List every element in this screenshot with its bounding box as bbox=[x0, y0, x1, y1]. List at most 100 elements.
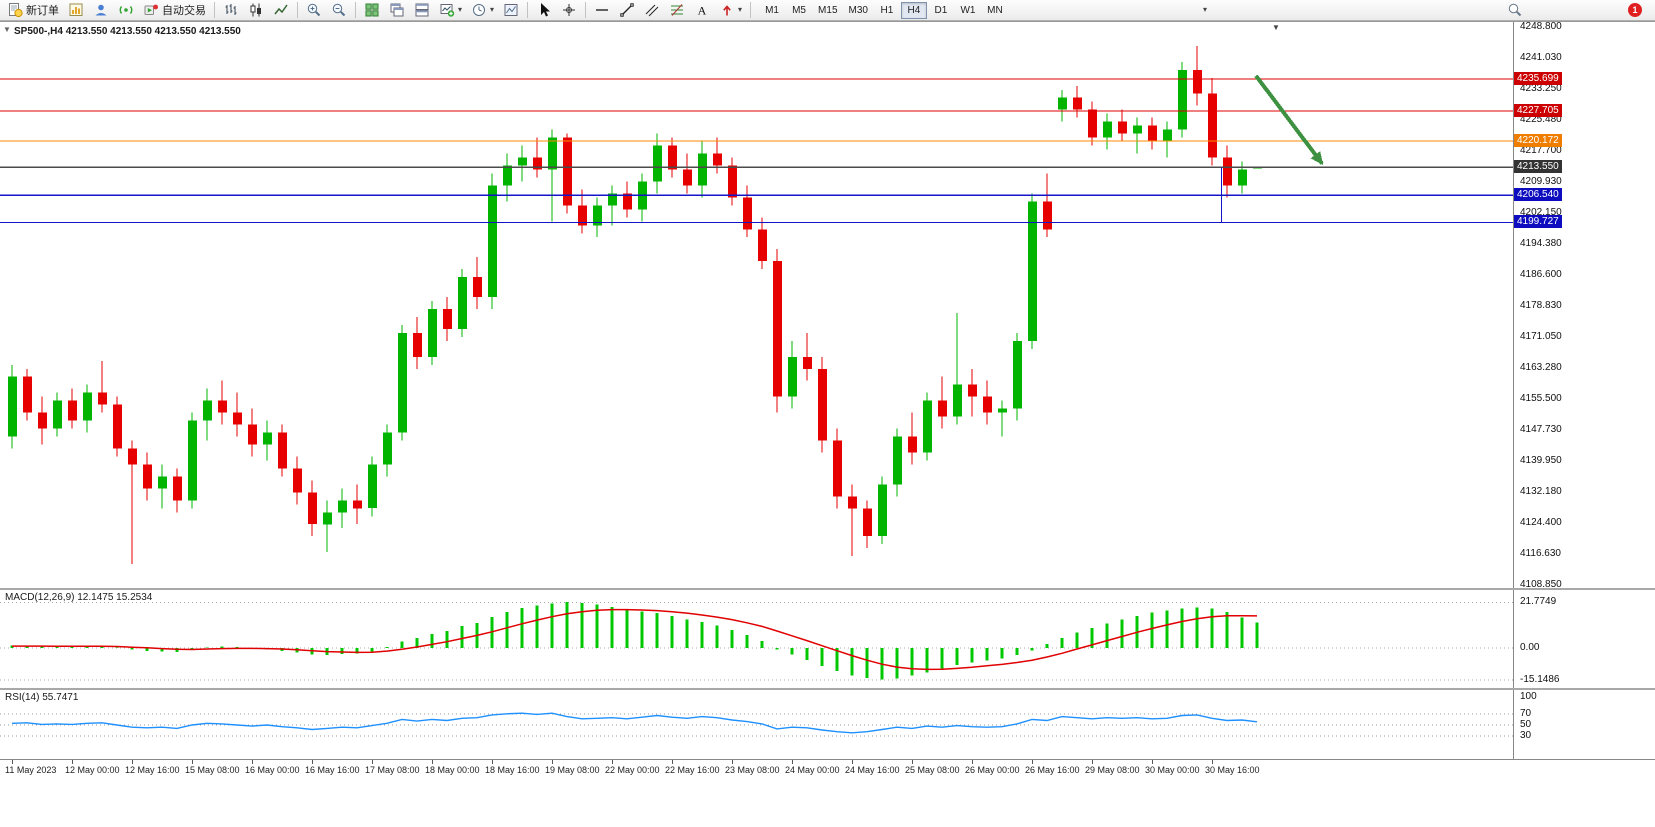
notification-badge[interactable]: 1 bbox=[1628, 3, 1642, 17]
market-watch-button[interactable] bbox=[64, 1, 88, 20]
candlestick-chart-button[interactable] bbox=[244, 1, 268, 20]
timeframe-button-m30[interactable]: M30 bbox=[844, 2, 873, 19]
clock-icon bbox=[473, 4, 486, 16]
candle bbox=[893, 436, 902, 485]
toolbar-overflow-button[interactable]: ▾ bbox=[1199, 1, 1211, 20]
time-axis-tick bbox=[132, 760, 133, 764]
tile-windows-button[interactable] bbox=[360, 1, 384, 20]
rsi-panel-canvas[interactable] bbox=[0, 691, 1513, 759]
candle bbox=[1133, 125, 1142, 134]
time-axis-tick bbox=[252, 760, 253, 764]
fibonacci-tool-button[interactable] bbox=[665, 1, 689, 20]
timeframe-button-h1[interactable]: H1 bbox=[874, 2, 900, 19]
candle bbox=[653, 145, 662, 182]
timeframe-button-m5[interactable]: M5 bbox=[786, 2, 812, 19]
arrange-windows-button[interactable] bbox=[410, 1, 434, 20]
candle bbox=[818, 368, 827, 441]
candle bbox=[443, 309, 452, 329]
timeframe-button-w1[interactable]: W1 bbox=[955, 2, 981, 19]
timeframe-button-mn[interactable]: MN bbox=[982, 2, 1008, 19]
crosshair-button[interactable] bbox=[557, 1, 581, 20]
price-axis-label: 4108.850 bbox=[1520, 578, 1562, 590]
horizontal-line-icon bbox=[596, 9, 609, 11]
search-button[interactable] bbox=[1503, 1, 1527, 20]
chart-template-icon bbox=[504, 4, 518, 16]
market-watch-icon bbox=[69, 3, 83, 16]
channel-icon bbox=[645, 4, 659, 17]
candle bbox=[518, 157, 527, 166]
cascade-windows-button[interactable] bbox=[385, 1, 409, 20]
candle bbox=[1013, 340, 1022, 409]
trendline-tool-button[interactable] bbox=[615, 1, 639, 20]
autotrading-button[interactable]: 自动交易 bbox=[139, 1, 210, 20]
period-button[interactable]: ▾ bbox=[467, 1, 498, 20]
candle bbox=[83, 392, 92, 421]
toolbar-separator bbox=[585, 2, 587, 18]
panel-divider[interactable] bbox=[0, 588, 1655, 590]
cursor-button[interactable] bbox=[532, 1, 556, 20]
search-icon bbox=[1508, 3, 1522, 17]
time-axis-label: 30 May 16:00 bbox=[1205, 765, 1260, 775]
candle bbox=[218, 400, 227, 413]
timeframe-button-d1[interactable]: D1 bbox=[928, 2, 954, 19]
templates-button[interactable] bbox=[499, 1, 523, 20]
zoom-in-button[interactable] bbox=[302, 1, 326, 20]
price-axis-label: 4124.400 bbox=[1520, 516, 1562, 528]
candle bbox=[623, 193, 632, 210]
channel-tool-button[interactable] bbox=[640, 1, 664, 20]
candle bbox=[1193, 69, 1202, 94]
new-chart-button[interactable]: ▾ bbox=[435, 1, 466, 20]
candle bbox=[1088, 109, 1097, 138]
candle bbox=[833, 440, 842, 497]
text-tool-button[interactable]: A bbox=[690, 1, 714, 20]
candle bbox=[533, 157, 542, 170]
macd-panel-canvas[interactable] bbox=[0, 591, 1513, 688]
price-axis-border bbox=[1513, 22, 1514, 759]
arrange-windows-icon bbox=[415, 3, 429, 17]
timeframe-button-m1[interactable]: M1 bbox=[759, 2, 785, 19]
candle bbox=[728, 165, 737, 198]
candle bbox=[758, 229, 767, 262]
autotrading-label: 自动交易 bbox=[162, 5, 206, 17]
candle bbox=[953, 384, 962, 417]
one-click-trading-toggle[interactable]: ▼ bbox=[3, 25, 11, 34]
time-axis[interactable]: 11 May 2023 12 May 00:00 12 May 16:00 15 Ma… bbox=[0, 759, 1655, 779]
arrow-symbol-tool-button[interactable]: ▾ bbox=[715, 1, 746, 20]
zoom-in-icon bbox=[307, 3, 321, 17]
price-chart-canvas[interactable] bbox=[0, 22, 1513, 588]
time-axis-tick bbox=[192, 760, 193, 764]
line-chart-button[interactable] bbox=[269, 1, 293, 20]
timeframe-button-m15[interactable]: M15 bbox=[813, 2, 842, 19]
time-axis-label: 15 May 08:00 bbox=[185, 765, 240, 775]
candle bbox=[1043, 201, 1052, 230]
time-axis-tick bbox=[732, 760, 733, 764]
tile-windows-icon bbox=[365, 3, 379, 17]
time-axis-tick bbox=[672, 760, 673, 764]
panel-divider[interactable] bbox=[0, 688, 1655, 690]
svg-text:A: A bbox=[698, 4, 707, 18]
trend-arrow-annotation bbox=[1254, 74, 1324, 166]
candle bbox=[923, 400, 932, 453]
timeframe-button-h4[interactable]: H4 bbox=[900, 1, 927, 19]
candle bbox=[548, 137, 557, 170]
time-axis-tick bbox=[912, 760, 913, 764]
signals-button[interactable] bbox=[114, 1, 138, 20]
new-order-button[interactable]: 新订单 bbox=[3, 1, 63, 20]
macd-indicator-label: MACD(12,26,9) 12.1475 15.2534 bbox=[5, 592, 153, 603]
candle bbox=[98, 392, 107, 405]
zoom-out-button[interactable] bbox=[327, 1, 351, 20]
rsi-axis-label: 30 bbox=[1520, 730, 1532, 742]
horizontal-line-tool-button[interactable] bbox=[590, 1, 614, 20]
price-axis-label: 4116.630 bbox=[1520, 547, 1561, 559]
candle bbox=[1073, 97, 1082, 110]
new-order-label: 新订单 bbox=[26, 5, 59, 17]
chevron-down-icon: ▾ bbox=[490, 5, 495, 14]
price-axis-label: 4155.500 bbox=[1520, 392, 1562, 404]
navigator-button[interactable] bbox=[89, 1, 113, 20]
rsi-axis-label: 70 bbox=[1520, 707, 1532, 719]
price-axis-label: 4186.600 bbox=[1520, 268, 1562, 280]
time-axis-label: 22 May 16:00 bbox=[665, 765, 720, 775]
bar-chart-button[interactable] bbox=[219, 1, 243, 20]
candle bbox=[608, 193, 617, 206]
price-axis[interactable]: 4248.800 4241.030 4233.250 4225.480 4217.700… bbox=[1514, 21, 1655, 779]
